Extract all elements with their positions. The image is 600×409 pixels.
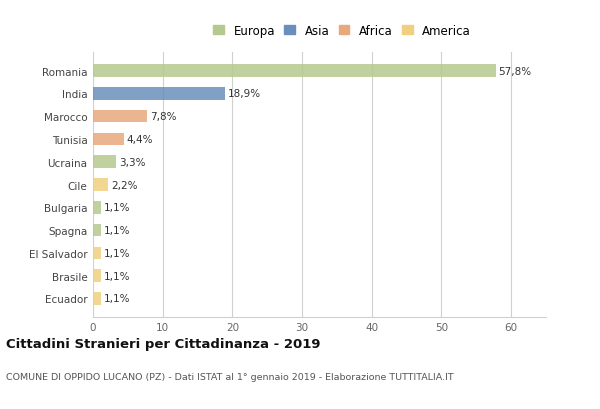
- Text: Cittadini Stranieri per Cittadinanza - 2019: Cittadini Stranieri per Cittadinanza - 2…: [6, 337, 320, 351]
- Bar: [93, 270, 101, 282]
- Bar: [93, 224, 101, 237]
- Text: 1,1%: 1,1%: [103, 248, 130, 258]
- Bar: [93, 179, 109, 191]
- Text: 2,2%: 2,2%: [111, 180, 137, 190]
- Bar: [93, 88, 225, 100]
- Text: 1,1%: 1,1%: [103, 203, 130, 213]
- Text: 57,8%: 57,8%: [499, 66, 532, 76]
- Text: 18,9%: 18,9%: [227, 89, 260, 99]
- Text: 4,4%: 4,4%: [127, 135, 153, 145]
- Text: 1,1%: 1,1%: [103, 294, 130, 304]
- Bar: [93, 247, 101, 260]
- Bar: [93, 292, 101, 305]
- Text: 7,8%: 7,8%: [150, 112, 176, 122]
- Text: COMUNE DI OPPIDO LUCANO (PZ) - Dati ISTAT al 1° gennaio 2019 - Elaborazione TUTT: COMUNE DI OPPIDO LUCANO (PZ) - Dati ISTA…: [6, 372, 454, 381]
- Bar: [93, 133, 124, 146]
- Text: 1,1%: 1,1%: [103, 225, 130, 236]
- Bar: [93, 156, 116, 169]
- Text: 3,3%: 3,3%: [119, 157, 145, 167]
- Bar: [93, 65, 496, 78]
- Bar: [93, 202, 101, 214]
- Text: 1,1%: 1,1%: [103, 271, 130, 281]
- Legend: Europa, Asia, Africa, America: Europa, Asia, Africa, America: [211, 22, 473, 40]
- Bar: [93, 110, 148, 123]
